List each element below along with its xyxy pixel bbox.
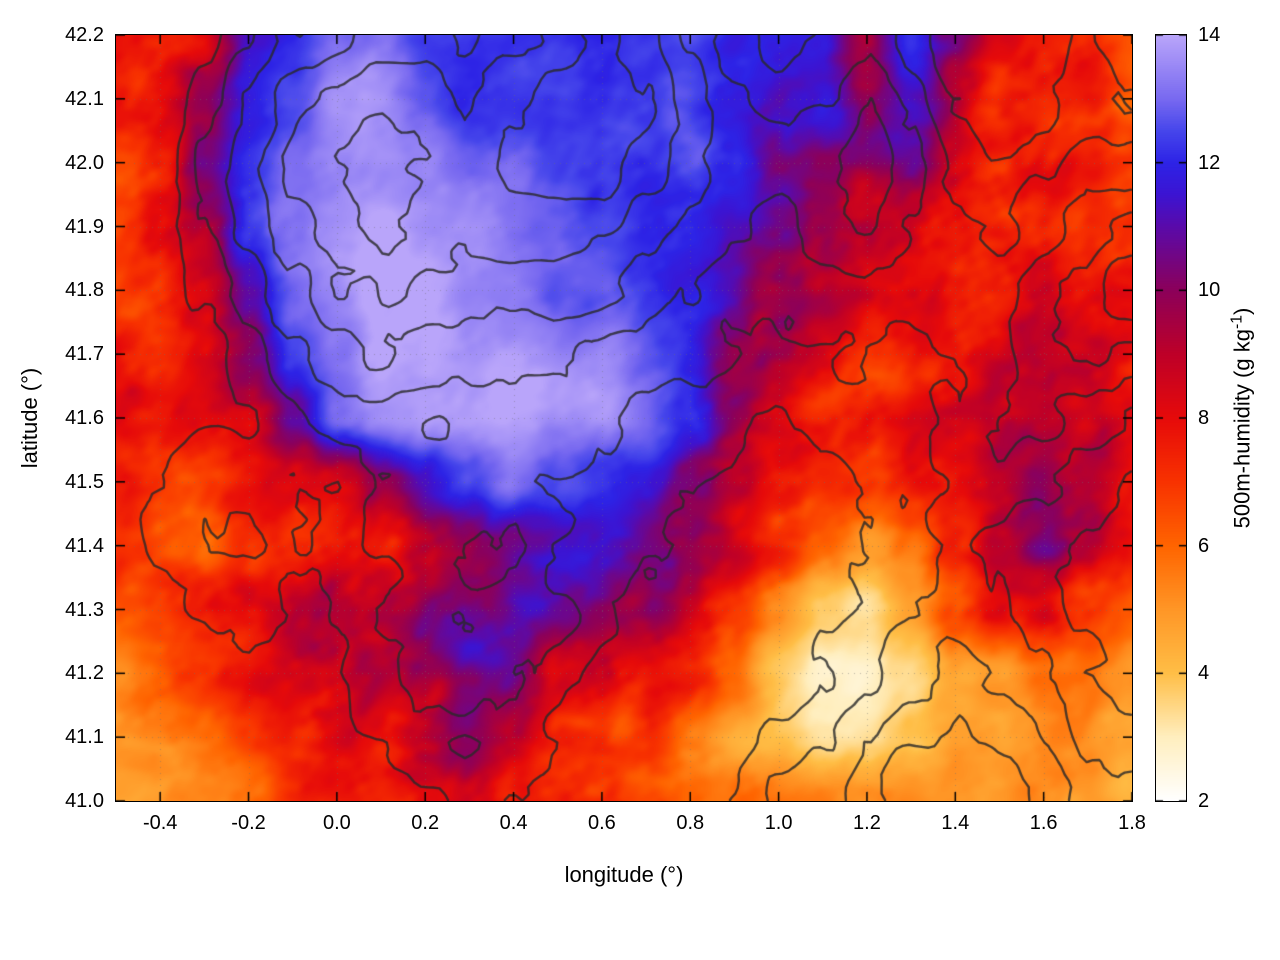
- colorbar-tick-label: 6: [1198, 534, 1210, 557]
- x-tick-label: 1.4: [941, 812, 970, 834]
- y-tick-label: 42.0: [65, 151, 104, 174]
- y-axis-title: latitude (°): [17, 367, 42, 469]
- x-tick-label: 1.6: [1029, 812, 1058, 834]
- x-tick-label: -0.2: [231, 812, 266, 834]
- x-tick-label: 0.2: [411, 812, 440, 834]
- x-tick-label: 0.6: [588, 812, 616, 834]
- colorbar-tick-label: 12: [1198, 151, 1221, 174]
- colorbar-tick-label: 4: [1198, 662, 1210, 685]
- y-tick-label: 41.1: [65, 726, 104, 749]
- heatmap-plot-canvas: [115, 34, 1133, 802]
- y-tick-label: 41.4: [65, 534, 104, 557]
- colorbar-title-close: ): [1229, 307, 1255, 315]
- x-tick-label: -0.4: [142, 812, 178, 834]
- colorbar-title-text: 500m-humidity (g kg: [1229, 329, 1255, 529]
- x-tick-label: 1.8: [1118, 812, 1146, 834]
- x-tick-label: 0.0: [322, 812, 351, 834]
- y-tick-label: 41.7: [65, 343, 104, 366]
- y-tick-label: 41.8: [65, 279, 104, 302]
- y-tick-label: 41.9: [65, 215, 104, 238]
- y-tick-label: 41.6: [65, 407, 104, 429]
- x-tick-label: 1.2: [853, 812, 881, 834]
- y-tick-label: 41.5: [65, 470, 104, 493]
- colorbar-tick-label: 14: [1198, 24, 1221, 46]
- colorbar-tick-label: 2: [1198, 790, 1210, 812]
- colorbar-title: 500m-humidity (g kg-1): [1228, 308, 1255, 529]
- x-axis-title: longitude (°): [564, 862, 684, 887]
- x-tick-label: 0.8: [676, 812, 705, 834]
- y-tick-label: 41.2: [65, 662, 104, 685]
- y-tick-label: 42.1: [65, 87, 104, 110]
- y-tick-label: 41.3: [65, 598, 104, 621]
- x-tick-label: 0.4: [499, 812, 528, 834]
- colorbar-gradient-canvas: [1155, 34, 1187, 802]
- y-tick-label: 42.2: [65, 24, 104, 46]
- colorbar-tick-label: 8: [1198, 407, 1210, 429]
- x-tick-label: 1.0: [764, 812, 793, 834]
- y-tick-label: 41.0: [65, 790, 104, 812]
- colorbar-tick-label: 10: [1198, 279, 1221, 302]
- colorbar-title-superscript: -1: [1228, 314, 1246, 330]
